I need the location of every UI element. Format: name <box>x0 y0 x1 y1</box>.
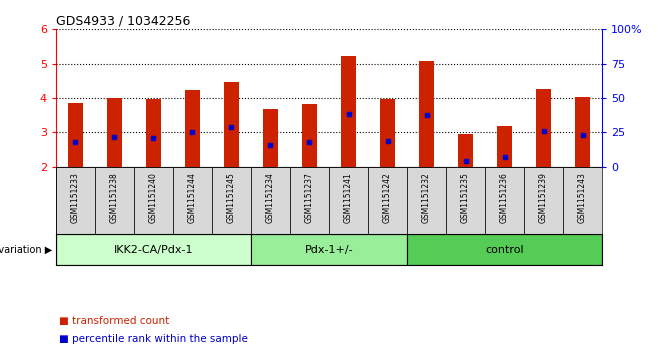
Bar <box>575 97 590 167</box>
Text: GSM1151240: GSM1151240 <box>149 172 158 223</box>
Bar <box>263 109 278 167</box>
Bar <box>107 98 122 167</box>
FancyBboxPatch shape <box>251 234 407 265</box>
FancyBboxPatch shape <box>563 167 602 234</box>
FancyBboxPatch shape <box>95 167 134 234</box>
Text: GSM1151245: GSM1151245 <box>227 172 236 223</box>
Bar <box>536 89 551 167</box>
FancyBboxPatch shape <box>407 234 602 265</box>
Text: ■ transformed count: ■ transformed count <box>59 316 170 326</box>
FancyBboxPatch shape <box>407 167 446 234</box>
Text: GSM1151235: GSM1151235 <box>461 172 470 223</box>
FancyBboxPatch shape <box>446 167 485 234</box>
Text: genotype/variation ▶: genotype/variation ▶ <box>0 245 53 255</box>
FancyBboxPatch shape <box>329 167 368 234</box>
Text: GSM1151237: GSM1151237 <box>305 172 314 223</box>
Text: Pdx-1+/-: Pdx-1+/- <box>305 245 353 255</box>
FancyBboxPatch shape <box>56 234 251 265</box>
FancyBboxPatch shape <box>290 167 329 234</box>
Text: GDS4933 / 10342256: GDS4933 / 10342256 <box>56 15 190 28</box>
Text: GSM1151238: GSM1151238 <box>110 172 119 223</box>
Text: GSM1151242: GSM1151242 <box>383 172 392 223</box>
Bar <box>185 90 200 167</box>
FancyBboxPatch shape <box>368 167 407 234</box>
Text: control: control <box>485 245 524 255</box>
Text: GSM1151243: GSM1151243 <box>578 172 587 223</box>
FancyBboxPatch shape <box>524 167 563 234</box>
Bar <box>68 103 83 167</box>
FancyBboxPatch shape <box>134 167 173 234</box>
Text: GSM1151234: GSM1151234 <box>266 172 275 223</box>
Text: GSM1151233: GSM1151233 <box>71 172 80 223</box>
FancyBboxPatch shape <box>173 167 212 234</box>
Bar <box>380 99 395 167</box>
Bar <box>418 61 434 167</box>
Text: IKK2-CA/Pdx-1: IKK2-CA/Pdx-1 <box>114 245 193 255</box>
FancyBboxPatch shape <box>251 167 290 234</box>
Text: ■ percentile rank within the sample: ■ percentile rank within the sample <box>59 334 248 344</box>
FancyBboxPatch shape <box>212 167 251 234</box>
Bar <box>224 82 240 167</box>
Bar <box>497 126 513 167</box>
Text: GSM1151241: GSM1151241 <box>344 172 353 223</box>
FancyBboxPatch shape <box>485 167 524 234</box>
Text: GSM1151244: GSM1151244 <box>188 172 197 223</box>
FancyBboxPatch shape <box>56 167 95 234</box>
Text: GSM1151232: GSM1151232 <box>422 172 431 223</box>
Text: GSM1151239: GSM1151239 <box>539 172 548 223</box>
Bar <box>301 104 317 167</box>
Bar <box>458 134 473 167</box>
Bar <box>145 99 161 167</box>
Bar <box>341 56 357 167</box>
Text: GSM1151236: GSM1151236 <box>500 172 509 223</box>
